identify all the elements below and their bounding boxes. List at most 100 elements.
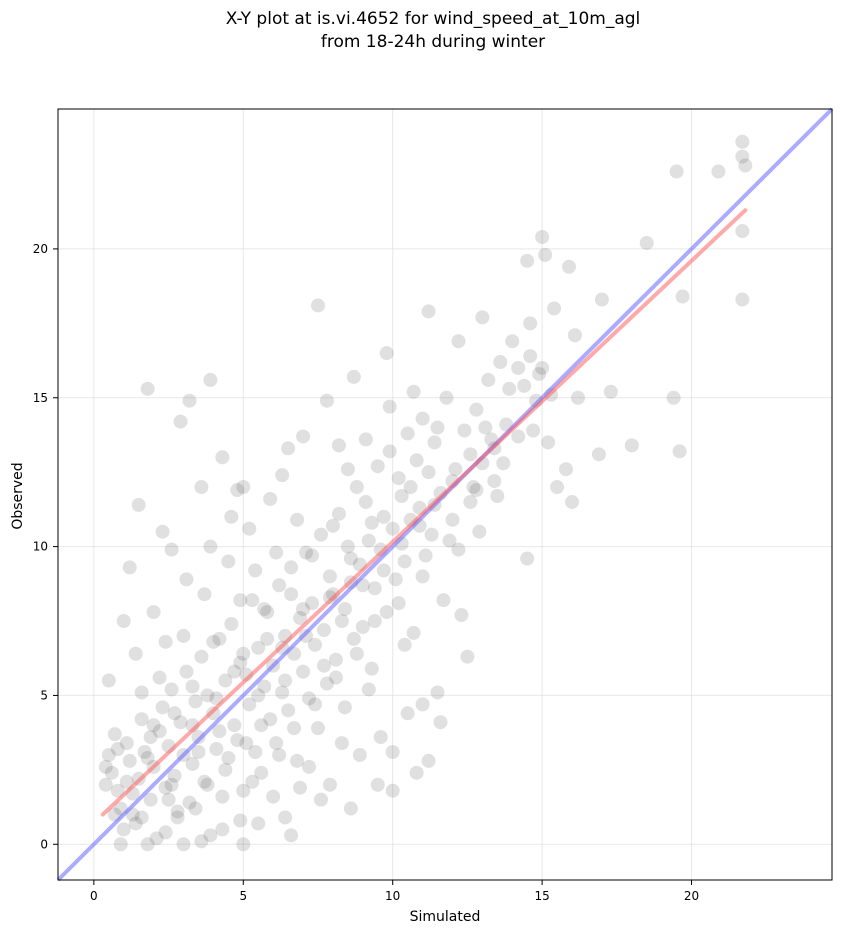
data-point bbox=[302, 759, 317, 774]
data-point bbox=[562, 259, 577, 274]
data-point bbox=[296, 429, 311, 444]
data-point bbox=[334, 614, 349, 629]
data-point bbox=[675, 289, 690, 304]
data-point bbox=[143, 792, 158, 807]
data-point bbox=[325, 518, 340, 533]
data-point bbox=[167, 706, 182, 721]
data-points bbox=[98, 134, 753, 852]
data-point bbox=[603, 384, 618, 399]
data-point bbox=[137, 744, 152, 759]
data-point bbox=[475, 310, 490, 325]
data-point bbox=[251, 688, 266, 703]
data-point bbox=[305, 548, 320, 563]
data-point bbox=[290, 753, 305, 768]
data-point bbox=[463, 447, 478, 462]
data-point bbox=[152, 724, 167, 739]
data-point bbox=[233, 593, 248, 608]
data-point bbox=[134, 712, 149, 727]
data-point bbox=[451, 542, 466, 557]
data-point bbox=[308, 697, 323, 712]
data-point bbox=[263, 712, 278, 727]
data-point bbox=[421, 304, 436, 319]
data-point bbox=[364, 661, 379, 676]
data-point bbox=[310, 298, 325, 313]
data-point bbox=[421, 465, 436, 480]
data-point bbox=[203, 828, 218, 843]
chart-title-line-2: from 18-24h during winter bbox=[321, 32, 545, 52]
data-point bbox=[263, 491, 278, 506]
data-point bbox=[337, 602, 352, 617]
data-point bbox=[110, 742, 125, 757]
data-point bbox=[101, 747, 116, 762]
data-point bbox=[209, 742, 224, 757]
data-point bbox=[260, 631, 275, 646]
data-point bbox=[406, 384, 421, 399]
data-point bbox=[376, 563, 391, 578]
plot-frame bbox=[57, 108, 833, 881]
data-point bbox=[322, 777, 337, 792]
data-point bbox=[424, 527, 439, 542]
data-point bbox=[370, 777, 385, 792]
data-point bbox=[550, 480, 565, 495]
data-point bbox=[666, 390, 681, 405]
data-point bbox=[355, 619, 370, 634]
data-point bbox=[415, 411, 430, 426]
data-point bbox=[565, 494, 580, 509]
data-point bbox=[293, 780, 308, 795]
data-point bbox=[230, 483, 245, 498]
data-point bbox=[110, 783, 125, 798]
data-point bbox=[146, 605, 161, 620]
data-point bbox=[158, 634, 173, 649]
data-point bbox=[382, 399, 397, 414]
data-point bbox=[128, 646, 143, 661]
data-point bbox=[517, 378, 532, 393]
x-axis-label: Simulated bbox=[410, 909, 481, 925]
data-point bbox=[316, 658, 331, 673]
x-tick-label: 10 bbox=[385, 889, 400, 903]
data-point bbox=[457, 423, 472, 438]
data-point bbox=[284, 560, 299, 575]
data-point bbox=[523, 316, 538, 331]
data-point bbox=[188, 694, 203, 709]
data-point bbox=[254, 718, 269, 733]
data-point bbox=[672, 444, 687, 459]
data-point bbox=[182, 393, 197, 408]
data-point bbox=[349, 480, 364, 495]
data-point bbox=[224, 509, 239, 524]
data-point bbox=[269, 545, 284, 560]
data-point bbox=[397, 554, 412, 569]
data-point bbox=[200, 688, 215, 703]
data-point bbox=[535, 230, 550, 245]
data-point bbox=[624, 438, 639, 453]
data-point bbox=[430, 685, 445, 700]
data-point bbox=[547, 301, 562, 316]
data-point bbox=[140, 837, 155, 852]
data-point bbox=[248, 563, 263, 578]
data-point bbox=[140, 381, 155, 396]
data-point bbox=[197, 587, 212, 602]
data-point bbox=[328, 652, 343, 667]
data-point bbox=[227, 718, 242, 733]
data-point bbox=[364, 515, 379, 530]
y-tick-label: 0 bbox=[40, 837, 48, 851]
data-point bbox=[299, 545, 314, 560]
data-point bbox=[319, 676, 334, 691]
data-point bbox=[427, 435, 442, 450]
data-point bbox=[227, 664, 242, 679]
data-point bbox=[400, 426, 415, 441]
x-tick-label: 20 bbox=[684, 889, 699, 903]
data-point bbox=[134, 810, 149, 825]
data-point bbox=[197, 774, 212, 789]
data-point bbox=[140, 750, 155, 765]
data-point bbox=[415, 697, 430, 712]
data-point bbox=[236, 480, 251, 495]
data-point bbox=[194, 649, 209, 664]
data-point bbox=[388, 572, 403, 587]
data-point bbox=[155, 700, 170, 715]
data-point bbox=[567, 328, 582, 343]
data-point bbox=[248, 744, 263, 759]
y-tick-label: 15 bbox=[33, 391, 48, 405]
data-point bbox=[511, 429, 526, 444]
data-point bbox=[239, 736, 254, 751]
